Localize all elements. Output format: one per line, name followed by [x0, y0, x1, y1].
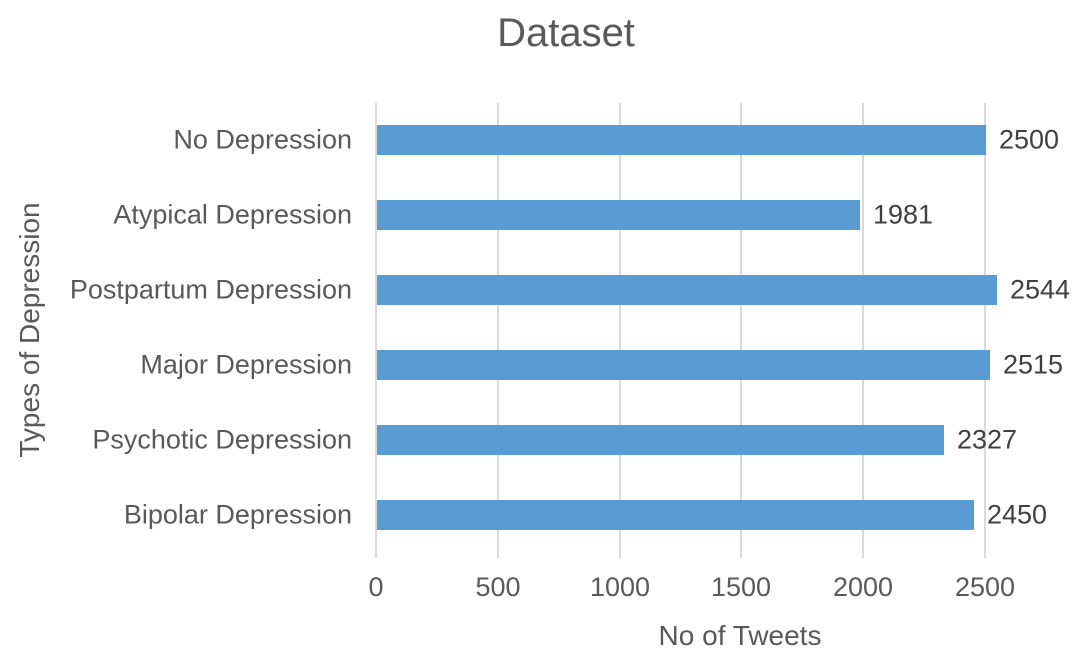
plot-area: 2500 1981 2544 2515 2327 2450	[375, 103, 1070, 558]
data-label: 1981	[873, 199, 934, 230]
bar	[377, 350, 990, 380]
x-tick-label: 1500	[710, 572, 772, 602]
gridline	[375, 103, 377, 558]
category-label: Atypical Depression	[113, 199, 352, 230]
data-label: 2544	[1010, 274, 1071, 305]
bar	[377, 275, 997, 305]
x-tick-label: 0	[368, 572, 384, 602]
gridline	[984, 103, 986, 558]
data-label: 2327	[957, 424, 1018, 455]
category-label: Psychotic Depression	[92, 424, 352, 455]
data-label: 2450	[987, 499, 1048, 530]
x-tick-label: 500	[475, 572, 521, 602]
bar	[377, 125, 986, 155]
gridline	[497, 103, 499, 558]
data-label: 2500	[999, 124, 1060, 155]
category-label: Postpartum Depression	[69, 274, 352, 305]
bar	[377, 200, 860, 230]
x-tick-label: 2000	[832, 572, 894, 602]
gridline	[862, 103, 864, 558]
x-tick-label: 2500	[954, 572, 1016, 602]
x-tick-label: 1000	[589, 572, 651, 602]
category-label: No Depression	[173, 124, 352, 155]
gridline	[740, 103, 742, 558]
x-axis-title: No of Tweets	[658, 620, 822, 651]
category-label: Bipolar Depression	[123, 499, 352, 530]
bar	[377, 425, 944, 455]
category-axis: No Depression Atypical Depression Postpart…	[0, 0, 352, 670]
category-label: Major Depression	[140, 349, 352, 380]
chart-title: Dataset	[497, 11, 635, 55]
data-label: 2515	[1003, 349, 1064, 380]
gridline	[619, 103, 621, 558]
bar	[377, 500, 974, 530]
